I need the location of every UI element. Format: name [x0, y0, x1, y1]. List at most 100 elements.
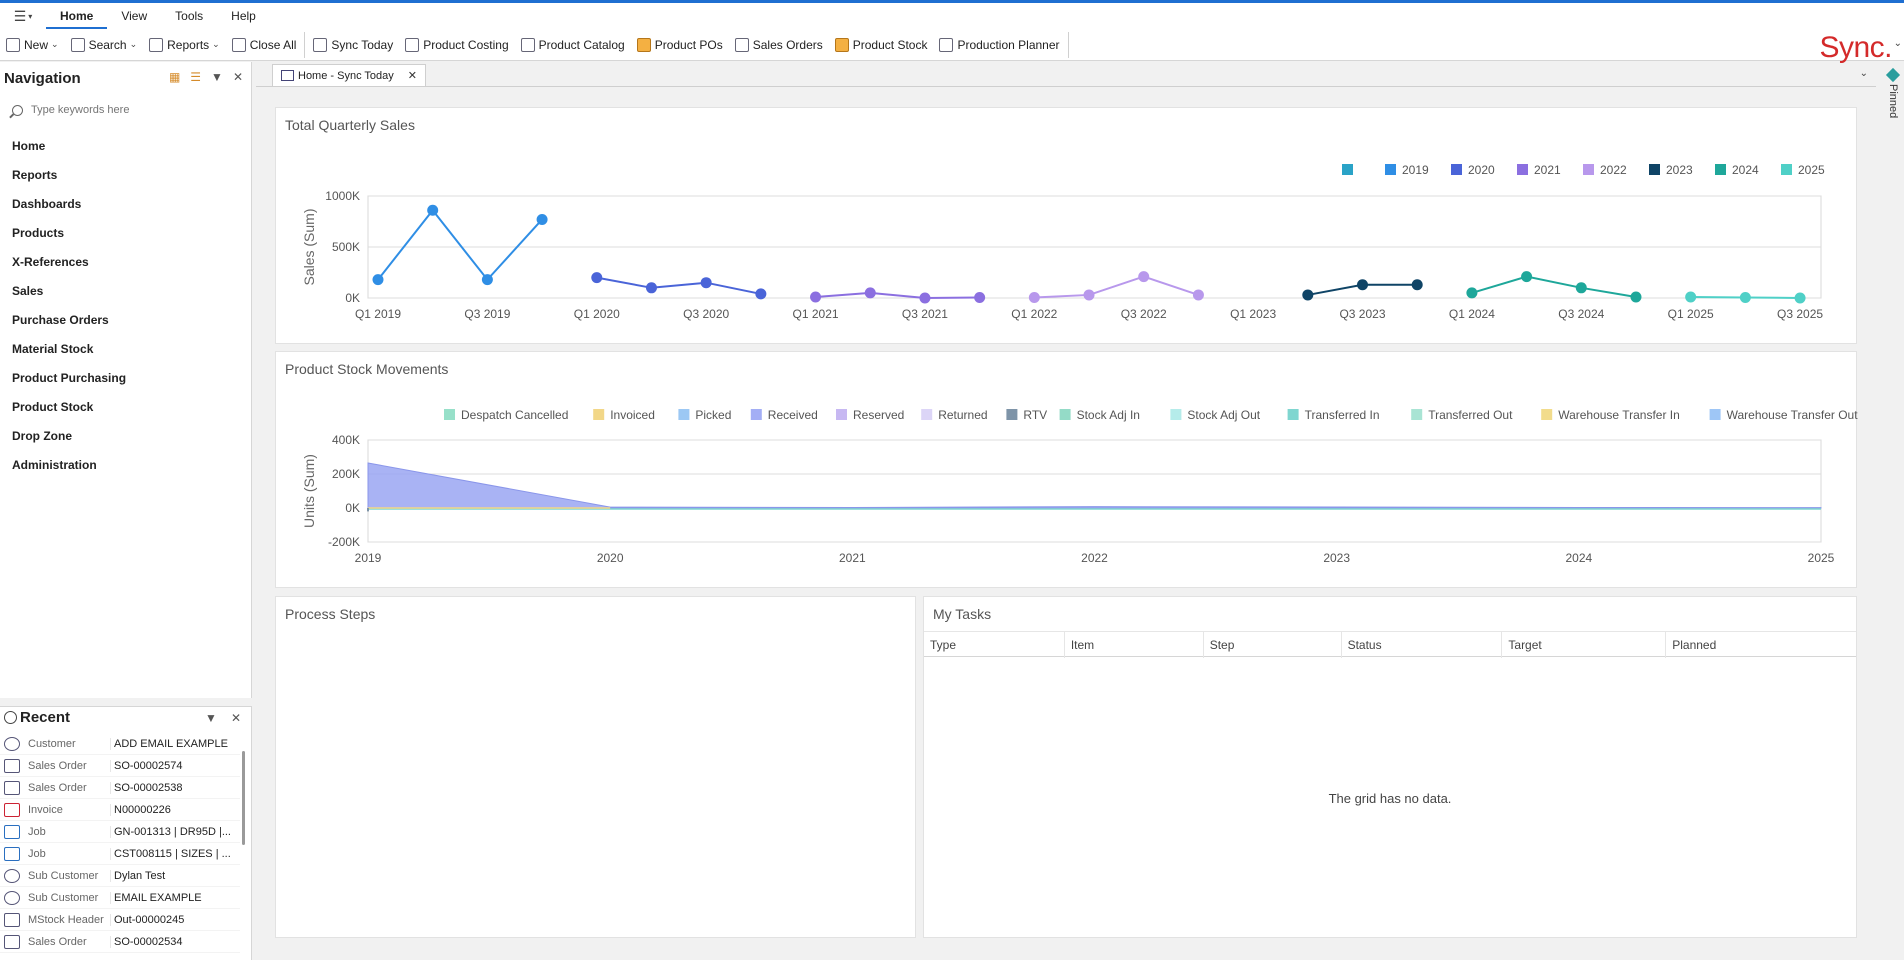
y-axis-label: Sales (Sum) — [301, 208, 317, 285]
column-target[interactable]: Target — [1502, 632, 1667, 658]
recent-panel: Recent ▼ ✕ Customer ADD EMAIL EXAMPLE Sal… — [0, 706, 252, 960]
layout-icon[interactable]: ▦ — [168, 70, 181, 84]
legend-label: Warehouse Transfer In — [1558, 408, 1680, 422]
product-pos-button[interactable]: Product POs — [631, 31, 729, 59]
data-point-2025 — [1739, 291, 1751, 303]
x-tick-label: Q3 2025 — [1777, 307, 1823, 321]
recent-type: Sales Order — [28, 935, 87, 948]
chevron-down-icon: ▾ — [28, 11, 33, 21]
menu-help[interactable]: Help — [231, 9, 256, 23]
recent-type: Sub Customer — [28, 869, 99, 882]
nav-item-product-purchasing[interactable]: Product Purchasing — [12, 371, 127, 385]
tree-icon[interactable]: ☰ — [190, 70, 202, 84]
tab-home-sync-today[interactable]: Home - Sync Today ✕ — [272, 64, 427, 86]
customer-icon — [4, 736, 20, 751]
recent-scrollbar[interactable] — [242, 751, 245, 845]
recent-row[interactable]: Customer ADD EMAIL EXAMPLE — [0, 733, 240, 755]
pin-icon[interactable]: ▼ — [205, 711, 217, 725]
nav-item-x-references[interactable]: X-References — [12, 255, 89, 269]
product-catalog-button[interactable]: Product Catalog — [515, 31, 631, 59]
data-point-2021 — [974, 291, 986, 303]
pinned-panel-tab[interactable]: Pinned — [1882, 67, 1904, 150]
nav-item-drop-zone[interactable]: Drop Zone — [12, 429, 72, 443]
data-point-2022 — [1028, 291, 1040, 303]
column-step[interactable]: Step — [1204, 632, 1342, 658]
column-planned[interactable]: Planned — [1672, 638, 1717, 652]
product-costing-button[interactable]: Product Costing — [399, 31, 514, 59]
nav-item-reports[interactable]: Reports — [12, 168, 58, 182]
menu-home[interactable]: Home — [46, 3, 108, 29]
chevron-down-icon[interactable]: ⌄ — [1859, 68, 1868, 79]
recent-type: Sales Order — [28, 759, 87, 772]
pin-icon[interactable]: ▼ — [211, 70, 223, 84]
menu-tools[interactable]: Tools — [175, 9, 204, 23]
sync-today-button[interactable]: Sync Today — [307, 31, 399, 59]
chevron-down-icon[interactable]: ⌄ — [1893, 38, 1902, 49]
close-all-icon — [231, 37, 246, 52]
close-icon[interactable]: ✕ — [407, 70, 418, 82]
nav-item-administration[interactable]: Administration — [12, 458, 97, 472]
new-label: New — [24, 37, 49, 52]
x-tick-label: 2024 — [1565, 551, 1592, 565]
nav-item-sales[interactable]: Sales — [12, 284, 44, 298]
x-tick-label: 2025 — [1808, 551, 1835, 565]
legend-swatch — [1715, 164, 1726, 175]
search-button[interactable]: Search ⌄ — [65, 31, 144, 59]
x-tick-label: Q3 2020 — [683, 307, 729, 321]
data-point-2022 — [1138, 271, 1150, 283]
history-icon — [4, 711, 17, 724]
report-icon — [149, 37, 164, 52]
legend-label: 2022 — [1600, 163, 1627, 177]
column-item[interactable]: Item — [1065, 632, 1204, 658]
toolbar-separator — [304, 31, 306, 58]
data-point-2020 — [700, 277, 712, 289]
data-point-2024 — [1630, 291, 1642, 303]
legend-label: Returned — [938, 408, 987, 422]
navigation-search-input[interactable] — [31, 104, 231, 116]
x-tick-label: Q3 2021 — [902, 307, 948, 321]
app-menu-button[interactable]: ☰ ▾ — [0, 3, 46, 29]
new-button[interactable]: New ⌄ — [0, 31, 65, 59]
menu-view[interactable]: View — [121, 9, 148, 23]
recent-row[interactable]: Job GN-001313 | DR95D |... — [0, 821, 240, 843]
product-pos-label: Product POs — [654, 37, 723, 52]
product-stock-button[interactable]: Product Stock — [829, 31, 934, 59]
recent-row[interactable]: MStock Header Out-00000245 — [0, 909, 240, 931]
nav-item-products[interactable]: Products — [12, 226, 65, 240]
column-status[interactable]: Status — [1342, 632, 1503, 658]
recent-value: SO-00002574 — [110, 759, 238, 772]
window-accent-bar — [0, 0, 1904, 3]
recent-value: ADD EMAIL EXAMPLE — [110, 737, 238, 750]
production-planner-button[interactable]: Production Planner — [933, 31, 1065, 59]
sales-orders-button[interactable]: Sales Orders — [729, 31, 829, 59]
nav-item-dashboards[interactable]: Dashboards — [12, 197, 82, 211]
close-all-button[interactable]: Close All — [226, 31, 303, 59]
nav-item-material-stock[interactable]: Material Stock — [12, 342, 94, 356]
legend-label: 2025 — [1798, 163, 1825, 177]
y-tick-label: 500K — [332, 240, 360, 254]
recent-actions: ▼ ✕ — [205, 711, 241, 725]
recent-row[interactable]: Sales Order SO-00002534 — [0, 931, 240, 953]
close-icon[interactable]: ✕ — [232, 70, 243, 84]
close-icon[interactable]: ✕ — [230, 711, 241, 725]
recent-row[interactable]: Job CST008115 | SIZES | ... — [0, 843, 240, 865]
recent-title-wrap: Recent — [4, 709, 70, 726]
product-stock-label: Product Stock — [852, 37, 928, 52]
recent-value: CST008115 | SIZES | ... — [110, 847, 238, 860]
recent-row[interactable]: Invoice N00000226 — [0, 799, 240, 821]
recent-row[interactable]: Sales Order SO-00002538 — [0, 777, 240, 799]
navigation-search — [8, 100, 244, 120]
nav-item-purchase-orders[interactable]: Purchase Orders — [12, 313, 109, 327]
legend-swatch — [1059, 409, 1071, 420]
nav-item-home[interactable]: Home — [12, 139, 46, 153]
reports-button[interactable]: Reports ⌄ — [143, 31, 226, 59]
recent-row[interactable]: Sub Customer EMAIL EXAMPLE — [0, 887, 240, 909]
recent-row[interactable]: Sub Customer Dylan Test — [0, 865, 240, 887]
recent-row[interactable]: Sales Order SO-00002574 — [0, 755, 240, 777]
column-type[interactable]: Type — [924, 632, 1065, 658]
series-line-2020 — [596, 276, 762, 295]
y-tick-label: 0K — [345, 501, 360, 515]
nav-item-product-stock[interactable]: Product Stock — [12, 400, 94, 414]
production-planner-label: Production Planner — [957, 37, 1060, 52]
data-point-2024 — [1575, 282, 1587, 294]
